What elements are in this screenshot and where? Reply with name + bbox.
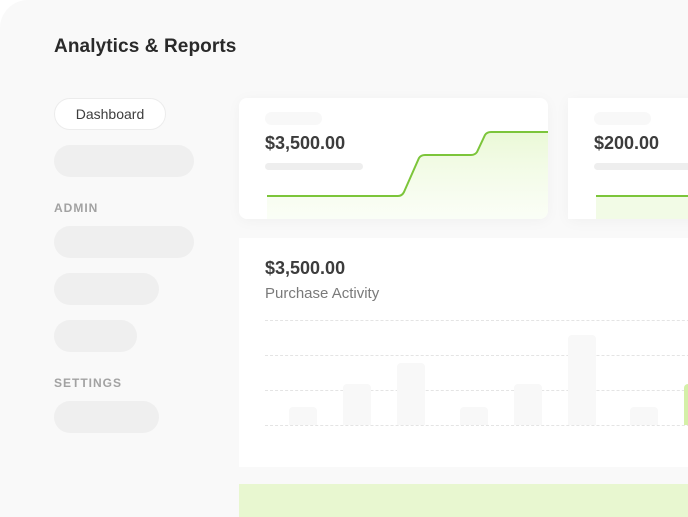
chart-gridline — [265, 355, 688, 356]
chart-gridline — [265, 320, 688, 321]
skeleton-label — [265, 112, 322, 125]
activity-amount: $3,500.00 — [265, 258, 346, 278]
sidebar-item-placeholder[interactable] — [54, 273, 159, 305]
chart-bar[interactable] — [460, 407, 488, 425]
section-label-admin: ADMIN — [54, 201, 99, 215]
stat-card[interactable]: $200.00 — [568, 98, 688, 219]
activity-label: Purchase Activity — [265, 285, 380, 302]
chart-bar-highlighted[interactable] — [684, 384, 688, 425]
chart-bar[interactable] — [514, 384, 542, 425]
sidebar-item-placeholder[interactable] — [54, 145, 194, 177]
bottom-highlight-panel — [239, 484, 688, 517]
chart-gridline — [265, 390, 688, 391]
skeleton-label — [594, 112, 651, 125]
stat-amount: $3,500.00 — [265, 133, 346, 153]
sidebar-item-placeholder[interactable] — [54, 320, 137, 352]
page-title: Analytics & Reports — [54, 36, 237, 57]
chart-bar[interactable] — [397, 363, 425, 425]
section-label-settings: SETTINGS — [54, 376, 123, 390]
stat-card[interactable]: $3,500.00 — [239, 98, 548, 219]
chart-bar[interactable] — [630, 407, 658, 425]
sidebar-item-placeholder[interactable] — [54, 401, 159, 433]
sidebar-item-placeholder[interactable] — [54, 226, 194, 258]
chart-gridline — [265, 425, 688, 426]
skeleton-subtext — [594, 163, 688, 170]
skeleton-subtext — [265, 163, 363, 170]
activity-panel — [239, 238, 688, 467]
sidebar-item-label: Dashboard — [75, 106, 145, 122]
stat-amount: $200.00 — [594, 133, 660, 153]
chart-bar[interactable] — [343, 384, 371, 425]
sidebar-item-dashboard[interactable]: Dashboard — [54, 98, 166, 130]
sparkline-chart — [596, 195, 688, 219]
sparkline-chart — [267, 131, 548, 219]
chart-bar[interactable] — [568, 335, 596, 425]
chart-bar[interactable] — [289, 407, 317, 425]
